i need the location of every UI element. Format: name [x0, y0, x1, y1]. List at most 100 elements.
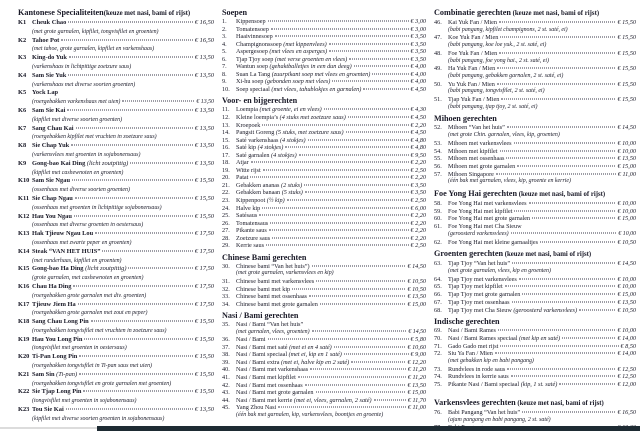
item-description-text: (babi pangang, koe loe yuk., 2 st. saté,… [448, 42, 547, 49]
dot-leader [285, 146, 409, 148]
item-name: Tou Sie Kai [32, 406, 64, 414]
item-number: 1. [222, 18, 227, 25]
item-name: Sie Chap Ngau [32, 194, 73, 202]
item-number: 70. [434, 334, 442, 342]
item-description: (babi pangang, foe yong hai., 2 st. saté… [434, 58, 636, 66]
menu-item: 53. Mihoen met varkensvlees € 10,00 [434, 140, 636, 148]
item-name: Chinese bami “Van het huis”) [236, 262, 310, 270]
item-note: (geroosterd varkensvlees) [511, 306, 578, 314]
item-description: (met grote garnalen, kipfilet, tongvisfi… [18, 28, 214, 37]
section-title-note: (keuze met nasi, bami of rijst) [103, 10, 191, 17]
menu-item: 37. Nasi / Bami met saté (met ei en 4 sat… [222, 344, 426, 352]
dot-leader [304, 384, 406, 386]
menu-item: 31. Chinese bami met varkensvlees € 10,50 [222, 278, 426, 286]
menu-item: K8 Sie Chap Yuk € 13,50 [18, 142, 214, 151]
item-description: (kipfilet met diverse soorten groenten) [18, 116, 214, 125]
item-number: K13 [18, 230, 30, 238]
item-name: Nasi / Bami met kipfilet [236, 373, 296, 381]
item-description-text: (ossenhaas met zwarte peper en groenten) [32, 239, 132, 246]
menu-item: 26. Tomatensaus € 2,20 [222, 220, 426, 228]
item-description-text: (roergebakken grote garnalen met div. gr… [32, 292, 147, 299]
item-price: € 15,00 [617, 215, 636, 223]
section-title-text: Combinatie gerechten [434, 8, 511, 17]
item-price: € 14,00 [617, 350, 636, 358]
menu-item: 67. Tjap Tjoy met ossenhaas € 13,50 [434, 299, 636, 307]
item-note: (Ti-pan) [54, 370, 78, 378]
dot-leader [267, 20, 409, 22]
item-number: 54. [434, 147, 442, 155]
item-note: (met kippenvlees) [281, 40, 327, 48]
section-title: Combinatie gerechten (keuze met nasi, ba… [434, 8, 636, 19]
dot-leader [130, 162, 193, 164]
item-number: 41. [222, 373, 230, 381]
section-title: Foe Yong Hai gerechten (keuze met nasi, … [434, 189, 636, 200]
item-price: € 3,50 [410, 55, 426, 63]
item-price: € 2,50 [410, 166, 426, 174]
item-name: Soep speciaal (met vlees, tahublokjes en… [236, 85, 362, 93]
item-number: 30. [222, 262, 230, 270]
menu-section: Combinatie gerechten (keuze met nasi, ba… [434, 8, 636, 111]
menu-column: Soepen 1. Kippensoep € 3,00 2. Tomatensoep € 3… [222, 8, 426, 431]
item-description: (babi pangang, tongvisfilet, 2 st. saté,… [434, 88, 636, 96]
dot-leader [272, 237, 409, 239]
item-number: 69. [434, 327, 442, 335]
section-title: Voor- en bijgerechten [222, 96, 426, 106]
menu-item: 44. Nasi / Bami met kerrie (met ei, vlees… [222, 397, 426, 405]
item-name: Patat [236, 174, 249, 182]
item-price: € 3,50 [410, 181, 426, 189]
dot-leader [79, 373, 193, 375]
item-description: (grote garnalen, met cashewnoten en groe… [18, 274, 214, 283]
menu-section: Chinese Bami gerechten 30. Chinese bami “V… [222, 253, 426, 308]
menu-item: 16. Saté kip (4 stokjes) € 4,80 [222, 144, 426, 152]
item-number: 62. [434, 238, 442, 246]
item-number: K4 [18, 71, 27, 79]
item-number: K15 [18, 265, 30, 273]
section-title: Soepen [222, 8, 426, 18]
item-description: (ajam pangang en babi pangang, 2 st. sat… [434, 417, 636, 425]
menu-item: 30. Chinese bami “Van het huis”) € 14,50 [222, 263, 426, 271]
menu-item: 5. Aspergesoep (met vlees en asperges) € 3… [222, 48, 426, 56]
item-name: Mihoen met varkensvlees [448, 139, 512, 147]
dot-leader [286, 199, 409, 201]
item-name: Kroepoek [236, 121, 261, 129]
item-number: 45. [222, 404, 230, 412]
item-price: € 15,50 [194, 335, 214, 343]
item-price: € 11,20 [407, 366, 426, 374]
dot-leader [73, 285, 193, 287]
dot-leader [65, 408, 193, 410]
item-number: 2. [222, 25, 227, 33]
dot-leader [68, 21, 193, 23]
item-price: € 14,50 [407, 262, 426, 270]
item-name: Sie Tjap Long Pin [32, 388, 82, 396]
dot-leader [518, 278, 616, 280]
item-number: 6. [222, 55, 227, 63]
dot-leader [83, 390, 193, 392]
item-name: Tjap Tjoy met varkensvlees [448, 275, 517, 283]
item-description-text: (geroosterd varkensvlees) [448, 230, 509, 237]
menu-section: Soepen 1. Kippensoep € 3,00 2. Tomatensoep € 3… [222, 8, 426, 93]
item-description: (ossenhaas met groenten in lichtpittige … [18, 204, 214, 213]
item-name: Siu Ya Fan / Mien [448, 350, 493, 358]
dot-leader [266, 244, 409, 246]
menu-item: 40. Nasi / Bami met varkenshaas € 11,20 [222, 366, 426, 374]
item-description: (roergebakken tongvisfilet met vruchten … [18, 327, 214, 336]
item-price: € 3,00 [410, 18, 426, 25]
menu-item: K10 Sam Sie Ngau € 15,50 [18, 177, 214, 186]
item-note: (met kip en saté) [517, 334, 561, 342]
item-price: € 13,50 [617, 298, 636, 306]
menu-item: K9 Gong-bao Kai Ding (licht zoutpittig) € … [18, 160, 214, 169]
item-description-text: (roergebakken grote garnalen met zout en… [32, 310, 148, 317]
menu-item: 52. Mihoen “Van het huis” € 14,50 [434, 124, 636, 132]
item-note: (4 stokjes) [269, 151, 297, 159]
item-name: Foe Yong Hai met kipfilet [448, 207, 513, 215]
menu-item: 41. Nasi / Bami met kipfilet € 11,20 [222, 374, 426, 382]
item-number: K12 [18, 212, 30, 220]
item-number: 24. [222, 204, 230, 212]
dot-leader [75, 127, 193, 129]
dot-leader [68, 56, 193, 58]
dot-leader [102, 250, 193, 252]
item-name: Halve kip [236, 204, 261, 212]
menu-item: 54. Mihoen met kipfilet € 10,00 [434, 148, 636, 156]
item-price: € 15,50 [194, 388, 214, 396]
item-name: Mihoen met grote garnalen [448, 162, 516, 170]
